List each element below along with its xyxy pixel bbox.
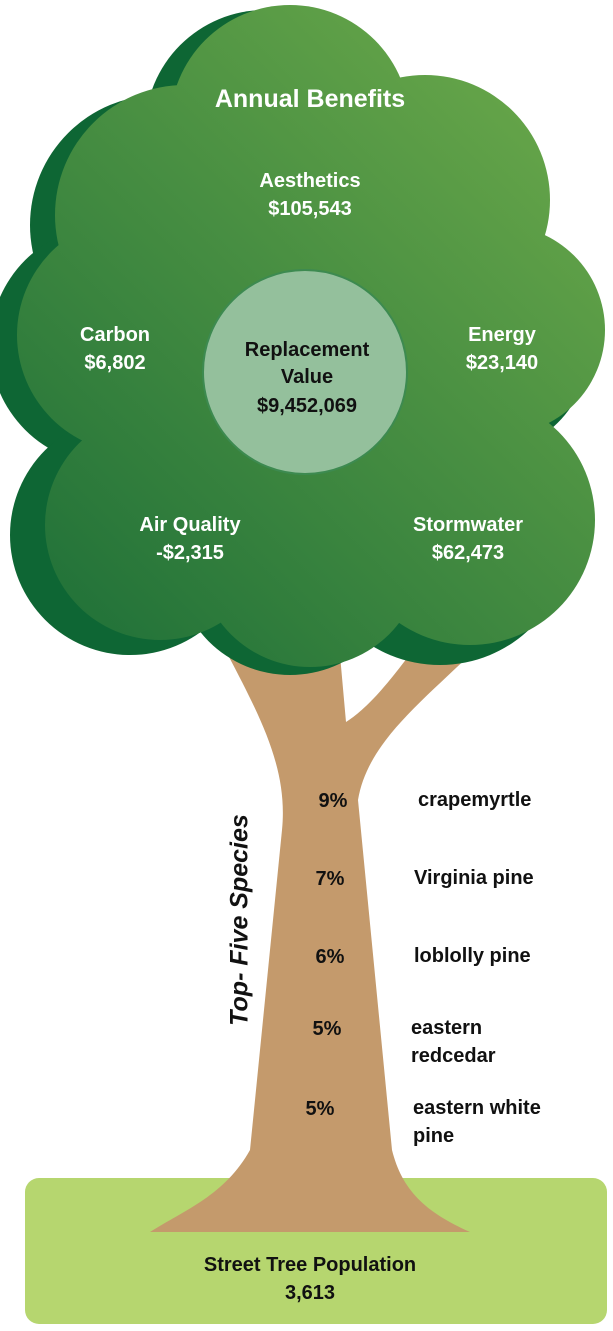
infographic: Annual Benefits Aesthetics $105,543 Carb… [0, 0, 613, 1331]
species-name: Virginia pine [414, 864, 534, 892]
benefit-value: $23,140 [466, 350, 538, 377]
benefit-label: Aesthetics [259, 168, 360, 195]
species-name: crapemyrtle [418, 786, 531, 814]
population-value: 3,613 [285, 1280, 335, 1307]
species-heading: Top- Five Species [226, 814, 255, 1026]
species-share: 6% [316, 946, 345, 969]
species-share: 7% [316, 868, 345, 891]
benefit-value: -$2,315 [156, 540, 224, 567]
species-share: 5% [306, 1098, 335, 1121]
replacement-label: Replacement Value [232, 337, 382, 391]
title: Annual Benefits [215, 86, 405, 113]
population-label: Street Tree Population [204, 1252, 416, 1279]
benefit-label: Carbon [80, 322, 150, 349]
benefit-label: Air Quality [139, 512, 240, 539]
benefit-value: $62,473 [432, 540, 504, 567]
species-share: 9% [319, 790, 348, 813]
species-name: loblolly pine [414, 942, 531, 970]
species-share: 5% [313, 1018, 342, 1041]
benefit-value: $6,802 [84, 350, 145, 377]
species-name: eastern white pine [413, 1094, 543, 1150]
replacement-value: $9,452,069 [257, 393, 357, 420]
benefit-label: Stormwater [413, 512, 523, 539]
benefit-value: $105,543 [268, 196, 351, 223]
benefit-label: Energy [468, 322, 536, 349]
species-name: eastern redcedar [411, 1014, 536, 1070]
